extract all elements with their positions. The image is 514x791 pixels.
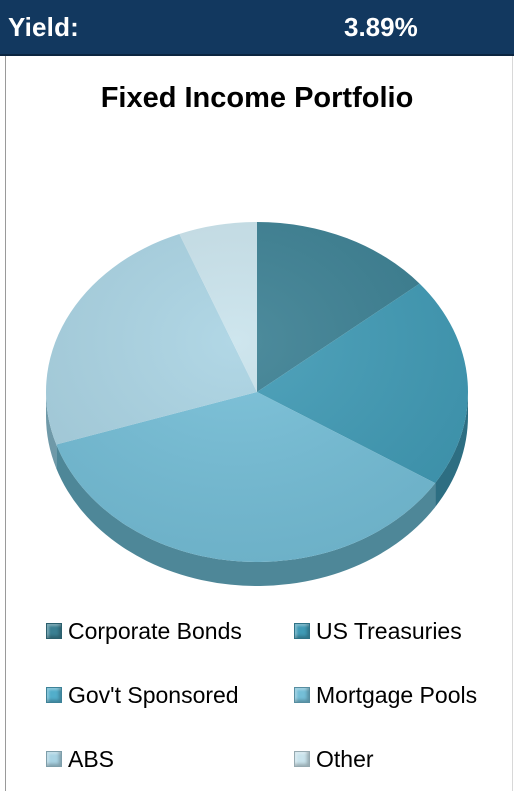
legend-item-abs: ABS [46, 742, 114, 776]
yield-value: 3.89% [344, 12, 418, 42]
legend-swatch-mortgage-pools [294, 687, 310, 703]
legend-swatch-govt-sponsored [46, 687, 62, 703]
left-border-rule [5, 56, 6, 791]
legend-item-corporate-bonds: Corporate Bonds [46, 614, 242, 648]
legend-swatch-corporate-bonds [46, 623, 62, 639]
pie-chart [45, 222, 468, 586]
legend-item-govt-sponsored: Gov't Sponsored [46, 678, 239, 712]
legend-label-mortgage-pools: Mortgage Pools [316, 681, 478, 708]
legend-label-other: Other [316, 745, 374, 772]
legend-label-corporate-bonds: Corporate Bonds [68, 617, 242, 644]
legend-swatch-other [294, 751, 310, 767]
legend-item-us-treasuries: US Treasuries [294, 614, 462, 648]
legend-swatch-us-treasuries [294, 623, 310, 639]
legend-label-us-treasuries: US Treasuries [316, 617, 462, 644]
legend-item-mortgage-pools: Mortgage Pools [294, 678, 477, 712]
chart-title: Fixed Income Portfolio [100, 82, 414, 114]
legend-label-govt-sponsored: Gov't Sponsored [68, 681, 239, 708]
legend-swatch-abs [46, 751, 62, 767]
right-border-rule [512, 56, 513, 791]
legend-label-abs: ABS [68, 745, 115, 772]
legend-item-other: Other [294, 742, 374, 776]
yield-header-bar: Yield: 3.89% [0, 0, 514, 56]
pie-top-layer [45, 222, 468, 562]
chart-legend: Corporate Bonds US Treasuries Gov't Spon… [0, 610, 514, 791]
yield-label: Yield: [8, 12, 80, 42]
